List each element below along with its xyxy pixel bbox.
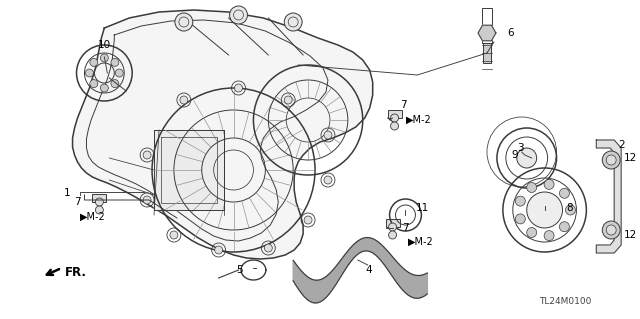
Circle shape [95, 206, 103, 214]
Circle shape [264, 244, 272, 252]
Text: TL24M0100: TL24M0100 [539, 297, 591, 306]
Circle shape [90, 80, 98, 88]
Polygon shape [72, 10, 372, 259]
Circle shape [515, 214, 525, 224]
Bar [483, 43, 491, 63]
Text: 7: 7 [403, 223, 409, 233]
Circle shape [284, 96, 292, 104]
Circle shape [143, 196, 151, 204]
Text: 11: 11 [415, 203, 429, 213]
Circle shape [527, 192, 563, 228]
Circle shape [86, 69, 93, 77]
Bar [386, 219, 399, 227]
Text: ▶M-2: ▶M-2 [406, 115, 431, 125]
Text: 4: 4 [365, 265, 372, 275]
Circle shape [606, 225, 616, 235]
Circle shape [180, 96, 188, 104]
Circle shape [324, 176, 332, 184]
Text: ▶M-2: ▶M-2 [79, 212, 105, 222]
Circle shape [90, 58, 98, 66]
Circle shape [559, 222, 570, 232]
Circle shape [390, 122, 399, 130]
Circle shape [214, 246, 223, 254]
Circle shape [544, 179, 554, 189]
Circle shape [170, 231, 178, 239]
Bar [482, 8, 492, 43]
Polygon shape [154, 130, 223, 210]
Text: 7: 7 [401, 100, 407, 110]
Text: 7: 7 [74, 197, 81, 207]
Text: 3: 3 [516, 143, 524, 153]
Circle shape [390, 114, 399, 122]
Text: 5: 5 [237, 265, 243, 275]
Text: 6: 6 [507, 28, 513, 38]
Text: FR.: FR. [65, 265, 86, 278]
Circle shape [602, 221, 620, 239]
Circle shape [516, 148, 537, 168]
Circle shape [115, 69, 124, 77]
Text: 8: 8 [566, 203, 573, 213]
Circle shape [515, 196, 525, 206]
Circle shape [95, 198, 103, 206]
Bar [388, 110, 401, 118]
Text: 12: 12 [624, 153, 637, 163]
Circle shape [606, 155, 616, 165]
Circle shape [388, 231, 397, 239]
Circle shape [284, 13, 302, 31]
Text: 9: 9 [511, 150, 518, 160]
Circle shape [527, 182, 537, 192]
Circle shape [100, 54, 108, 62]
Circle shape [566, 205, 575, 215]
Circle shape [559, 188, 570, 198]
Circle shape [175, 13, 193, 31]
Circle shape [100, 84, 108, 92]
Circle shape [388, 223, 397, 231]
Circle shape [111, 80, 119, 88]
Text: 10: 10 [98, 40, 111, 50]
Text: 12: 12 [624, 230, 637, 240]
Polygon shape [478, 25, 496, 41]
Circle shape [602, 151, 620, 169]
Circle shape [234, 84, 243, 92]
Text: 2: 2 [618, 140, 625, 150]
Bar [92, 194, 106, 202]
Circle shape [230, 6, 248, 24]
Polygon shape [596, 140, 621, 253]
Circle shape [527, 227, 537, 238]
Text: ▶M-2: ▶M-2 [408, 237, 433, 247]
Circle shape [143, 151, 151, 159]
Circle shape [111, 58, 119, 66]
Circle shape [544, 231, 554, 241]
Circle shape [324, 131, 332, 139]
Text: 1: 1 [64, 188, 71, 198]
Circle shape [304, 216, 312, 224]
Polygon shape [293, 238, 428, 303]
